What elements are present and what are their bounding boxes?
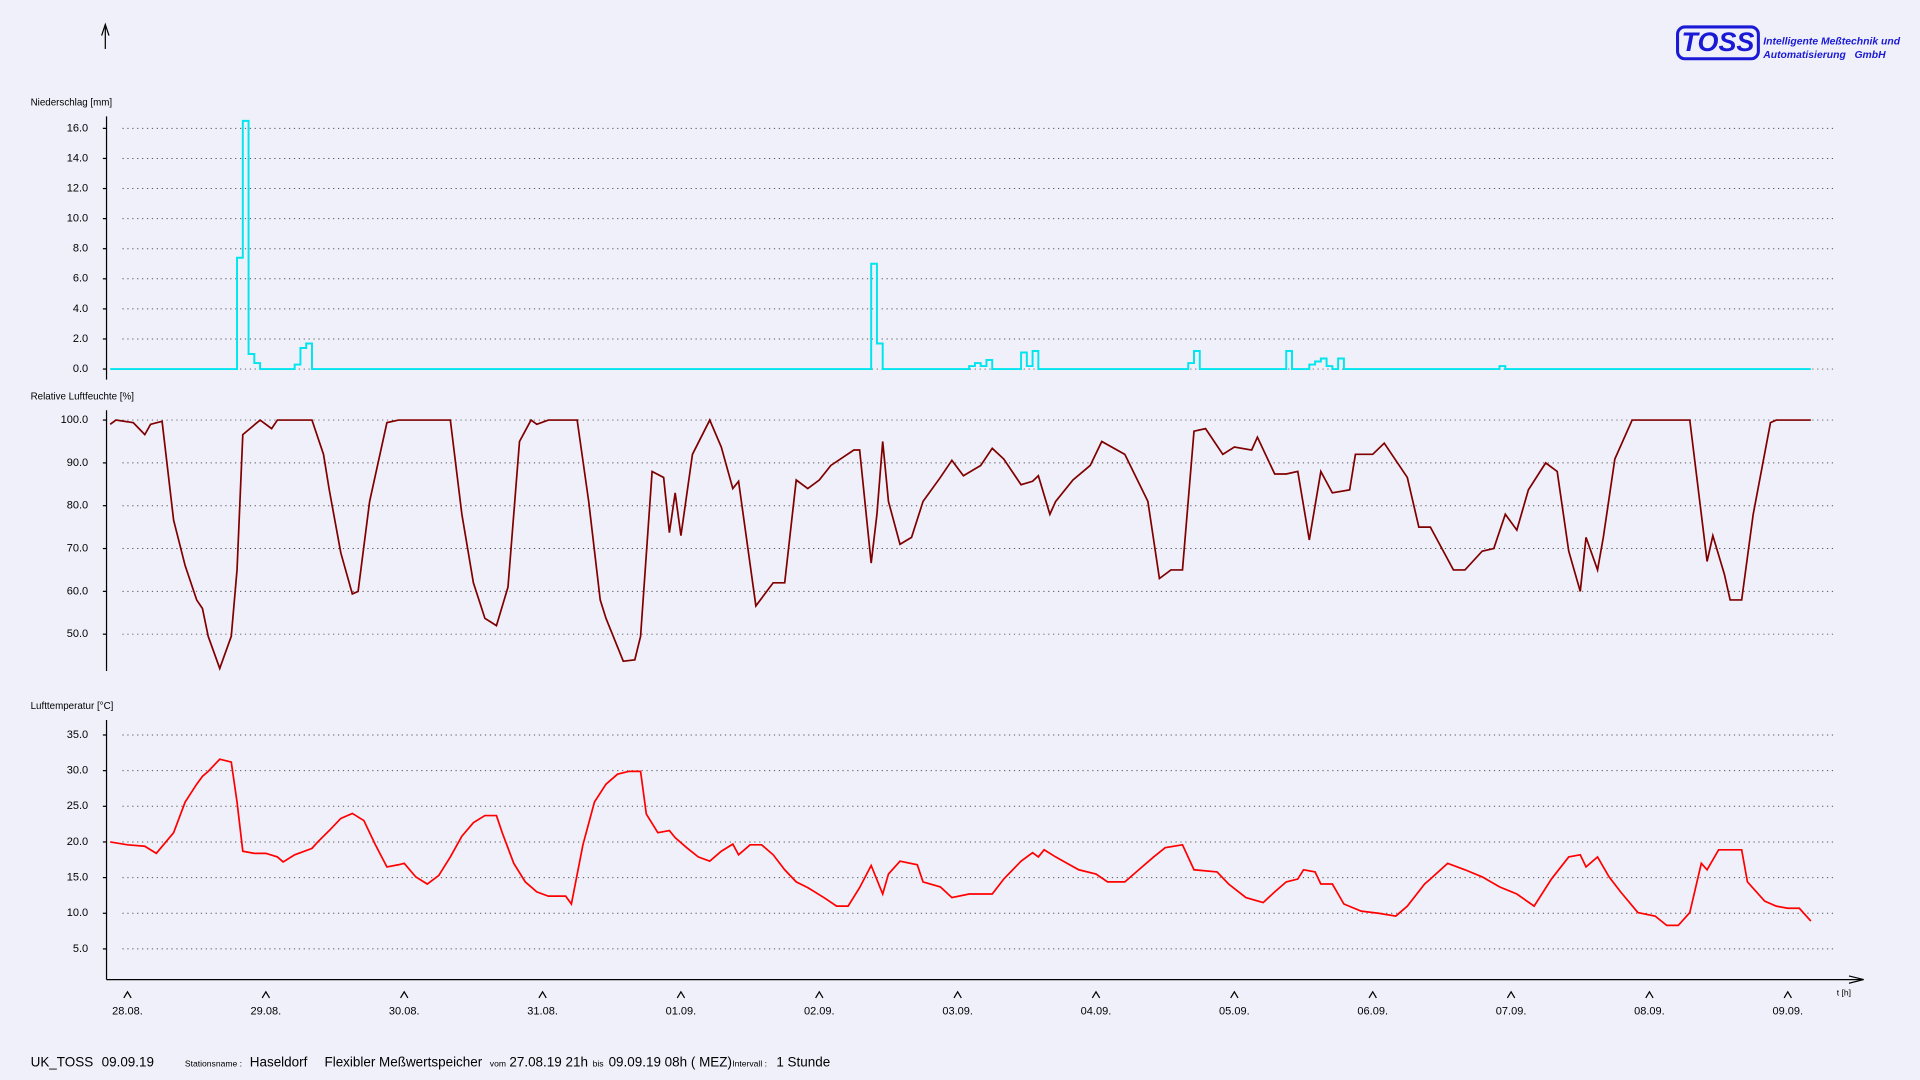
- x-axis-label: t [h]: [1837, 987, 1851, 997]
- x-tick: [815, 990, 824, 999]
- x-axis-arrow: [1848, 975, 1864, 984]
- y-tick-label: 12.0: [67, 182, 88, 194]
- footer-text: 1 Stunde: [776, 1054, 830, 1069]
- company: Automatisierung GmbH: [1762, 50, 1886, 61]
- footer-text: bis: [593, 1058, 604, 1068]
- x-tick: [1783, 990, 1792, 999]
- x-tick-label: 01.09.: [666, 1005, 697, 1017]
- footer-text: 09.09.19: [102, 1054, 154, 1069]
- x-tick-label: 07.09.: [1496, 1005, 1527, 1017]
- y-tick-label: 60.0: [67, 585, 88, 597]
- x-tick: [1506, 990, 1516, 999]
- footer-text: Flexibler Meßwertspeicher: [324, 1054, 482, 1069]
- data-line: [110, 758, 1812, 927]
- arrow-icon: [101, 22, 110, 36]
- x-tick: [1645, 990, 1654, 999]
- y-tick-label: 50.0: [67, 628, 88, 640]
- footer-text: 27.08.19 21h: [509, 1054, 588, 1069]
- x-tick: [261, 990, 271, 999]
- y-tick-label: 8.0: [73, 243, 88, 255]
- y-tick-label: 30.0: [67, 765, 88, 777]
- footer-text: UK_TOSS: [31, 1054, 94, 1069]
- x-tick: [1091, 990, 1101, 999]
- logo-frame: [1676, 25, 1760, 61]
- x-tick-label: 08.09.: [1634, 1005, 1665, 1017]
- panel-title: Niederschlag [mm]: [31, 97, 113, 108]
- x-tick-label: 03.09.: [942, 1005, 973, 1017]
- footer-text: Intervall :: [732, 1058, 767, 1068]
- x-tick-label: 09.09.: [1772, 1005, 1803, 1017]
- y-tick-label: 5.0: [73, 943, 88, 955]
- x-tick-label: 29.08.: [251, 1005, 282, 1017]
- x-tick: [123, 990, 132, 999]
- footer-text: 09.09.19 08h ( MEZ): [609, 1054, 732, 1069]
- x-tick: [1368, 990, 1377, 999]
- footer-text: Stationsname :: [185, 1058, 242, 1068]
- x-tick-label: 02.09.: [804, 1005, 835, 1017]
- panel-title: Relative Luftfeuchte [%]: [31, 391, 135, 402]
- data-line: [110, 119, 1811, 371]
- panel-title: Lufttemperatur [°C]: [31, 701, 114, 712]
- y-tick-label: 10.0: [67, 213, 88, 225]
- y-tick-label: 14.0: [67, 152, 88, 164]
- y-tick-label: 70.0: [67, 542, 88, 554]
- y-tick-label: 90.0: [67, 457, 88, 469]
- x-tick: [676, 990, 686, 999]
- y-tick-label: 10.0: [67, 907, 88, 919]
- y-tick-label: 25.0: [67, 800, 88, 812]
- x-tick: [538, 990, 547, 999]
- x-tick: [400, 990, 409, 999]
- data-line: [109, 418, 1811, 671]
- y-tick-label: 16.0: [67, 122, 88, 134]
- x-tick-label: 28.08.: [112, 1005, 143, 1017]
- y-tick-label: 0.0: [73, 363, 88, 375]
- company: Intelligente Meßtechnik und: [1763, 36, 1900, 47]
- footer-text: vom: [490, 1058, 506, 1068]
- logo: TOSS: [1682, 27, 1755, 57]
- y-tick-label: 35.0: [67, 729, 88, 741]
- y-tick-label: 15.0: [67, 872, 88, 884]
- x-tick-label: 05.09.: [1219, 1005, 1250, 1017]
- y-tick-label: 6.0: [73, 273, 88, 285]
- x-tick-label: 04.09.: [1081, 1005, 1112, 1017]
- x-tick-label: 30.08.: [389, 1005, 420, 1017]
- y-tick-label: 100.0: [61, 414, 89, 426]
- x-tick-label: 31.08.: [527, 1005, 558, 1017]
- footer-text: Haseldorf: [250, 1054, 308, 1069]
- y-tick-label: 20.0: [67, 836, 88, 848]
- y-tick-label: 2.0: [73, 333, 88, 345]
- x-tick: [953, 990, 962, 999]
- x-tick: [1230, 990, 1239, 999]
- x-tick-label: 06.09.: [1357, 1005, 1388, 1017]
- y-tick-label: 4.0: [73, 303, 88, 315]
- y-tick-label: 80.0: [67, 500, 88, 512]
